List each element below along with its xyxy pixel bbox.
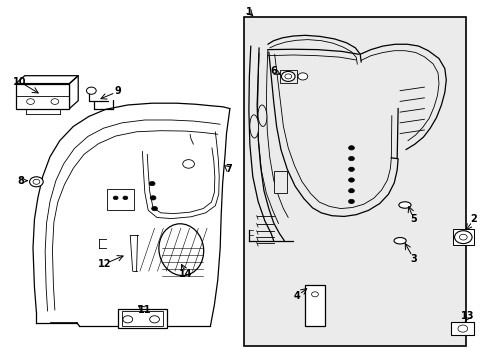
Ellipse shape — [258, 105, 266, 126]
Circle shape — [348, 167, 354, 171]
Circle shape — [348, 189, 354, 193]
Text: 5: 5 — [409, 214, 416, 224]
Circle shape — [30, 177, 43, 187]
Circle shape — [149, 316, 159, 323]
Text: 12: 12 — [98, 259, 111, 269]
Circle shape — [151, 206, 157, 211]
Bar — [118, 309, 166, 328]
Text: 11: 11 — [138, 305, 151, 315]
Circle shape — [348, 199, 354, 203]
Circle shape — [348, 146, 354, 150]
Circle shape — [457, 325, 467, 332]
Bar — [305, 285, 324, 327]
Bar — [450, 322, 473, 336]
Text: 4: 4 — [293, 291, 300, 301]
Bar — [16, 84, 69, 109]
Text: 13: 13 — [461, 311, 474, 321]
Text: 10: 10 — [13, 77, 26, 87]
Circle shape — [454, 231, 471, 244]
Ellipse shape — [398, 202, 410, 208]
Circle shape — [113, 196, 118, 200]
Text: 14: 14 — [179, 269, 192, 279]
Bar — [107, 189, 134, 210]
Circle shape — [149, 181, 155, 186]
Circle shape — [33, 179, 40, 184]
Circle shape — [183, 159, 194, 168]
Text: 3: 3 — [409, 253, 416, 264]
Circle shape — [27, 99, 34, 104]
Text: 7: 7 — [225, 164, 232, 174]
Text: 2: 2 — [469, 214, 476, 224]
Text: 8: 8 — [18, 176, 24, 186]
Circle shape — [458, 234, 466, 240]
Circle shape — [285, 74, 291, 79]
Circle shape — [281, 71, 294, 81]
Circle shape — [348, 178, 354, 182]
Text: 1: 1 — [245, 7, 252, 17]
Circle shape — [51, 99, 59, 104]
Bar — [122, 311, 163, 326]
Text: 6: 6 — [270, 66, 277, 76]
Bar — [273, 171, 287, 193]
Circle shape — [122, 196, 127, 200]
Circle shape — [150, 196, 156, 200]
Circle shape — [86, 87, 96, 94]
Ellipse shape — [159, 224, 203, 275]
Bar — [279, 70, 296, 83]
Circle shape — [122, 316, 132, 323]
Circle shape — [348, 157, 354, 161]
Bar — [452, 229, 473, 245]
Ellipse shape — [249, 115, 258, 138]
Circle shape — [297, 73, 307, 80]
Text: 9: 9 — [115, 86, 121, 96]
Circle shape — [311, 292, 318, 297]
Ellipse shape — [393, 238, 406, 244]
Bar — [244, 18, 465, 346]
